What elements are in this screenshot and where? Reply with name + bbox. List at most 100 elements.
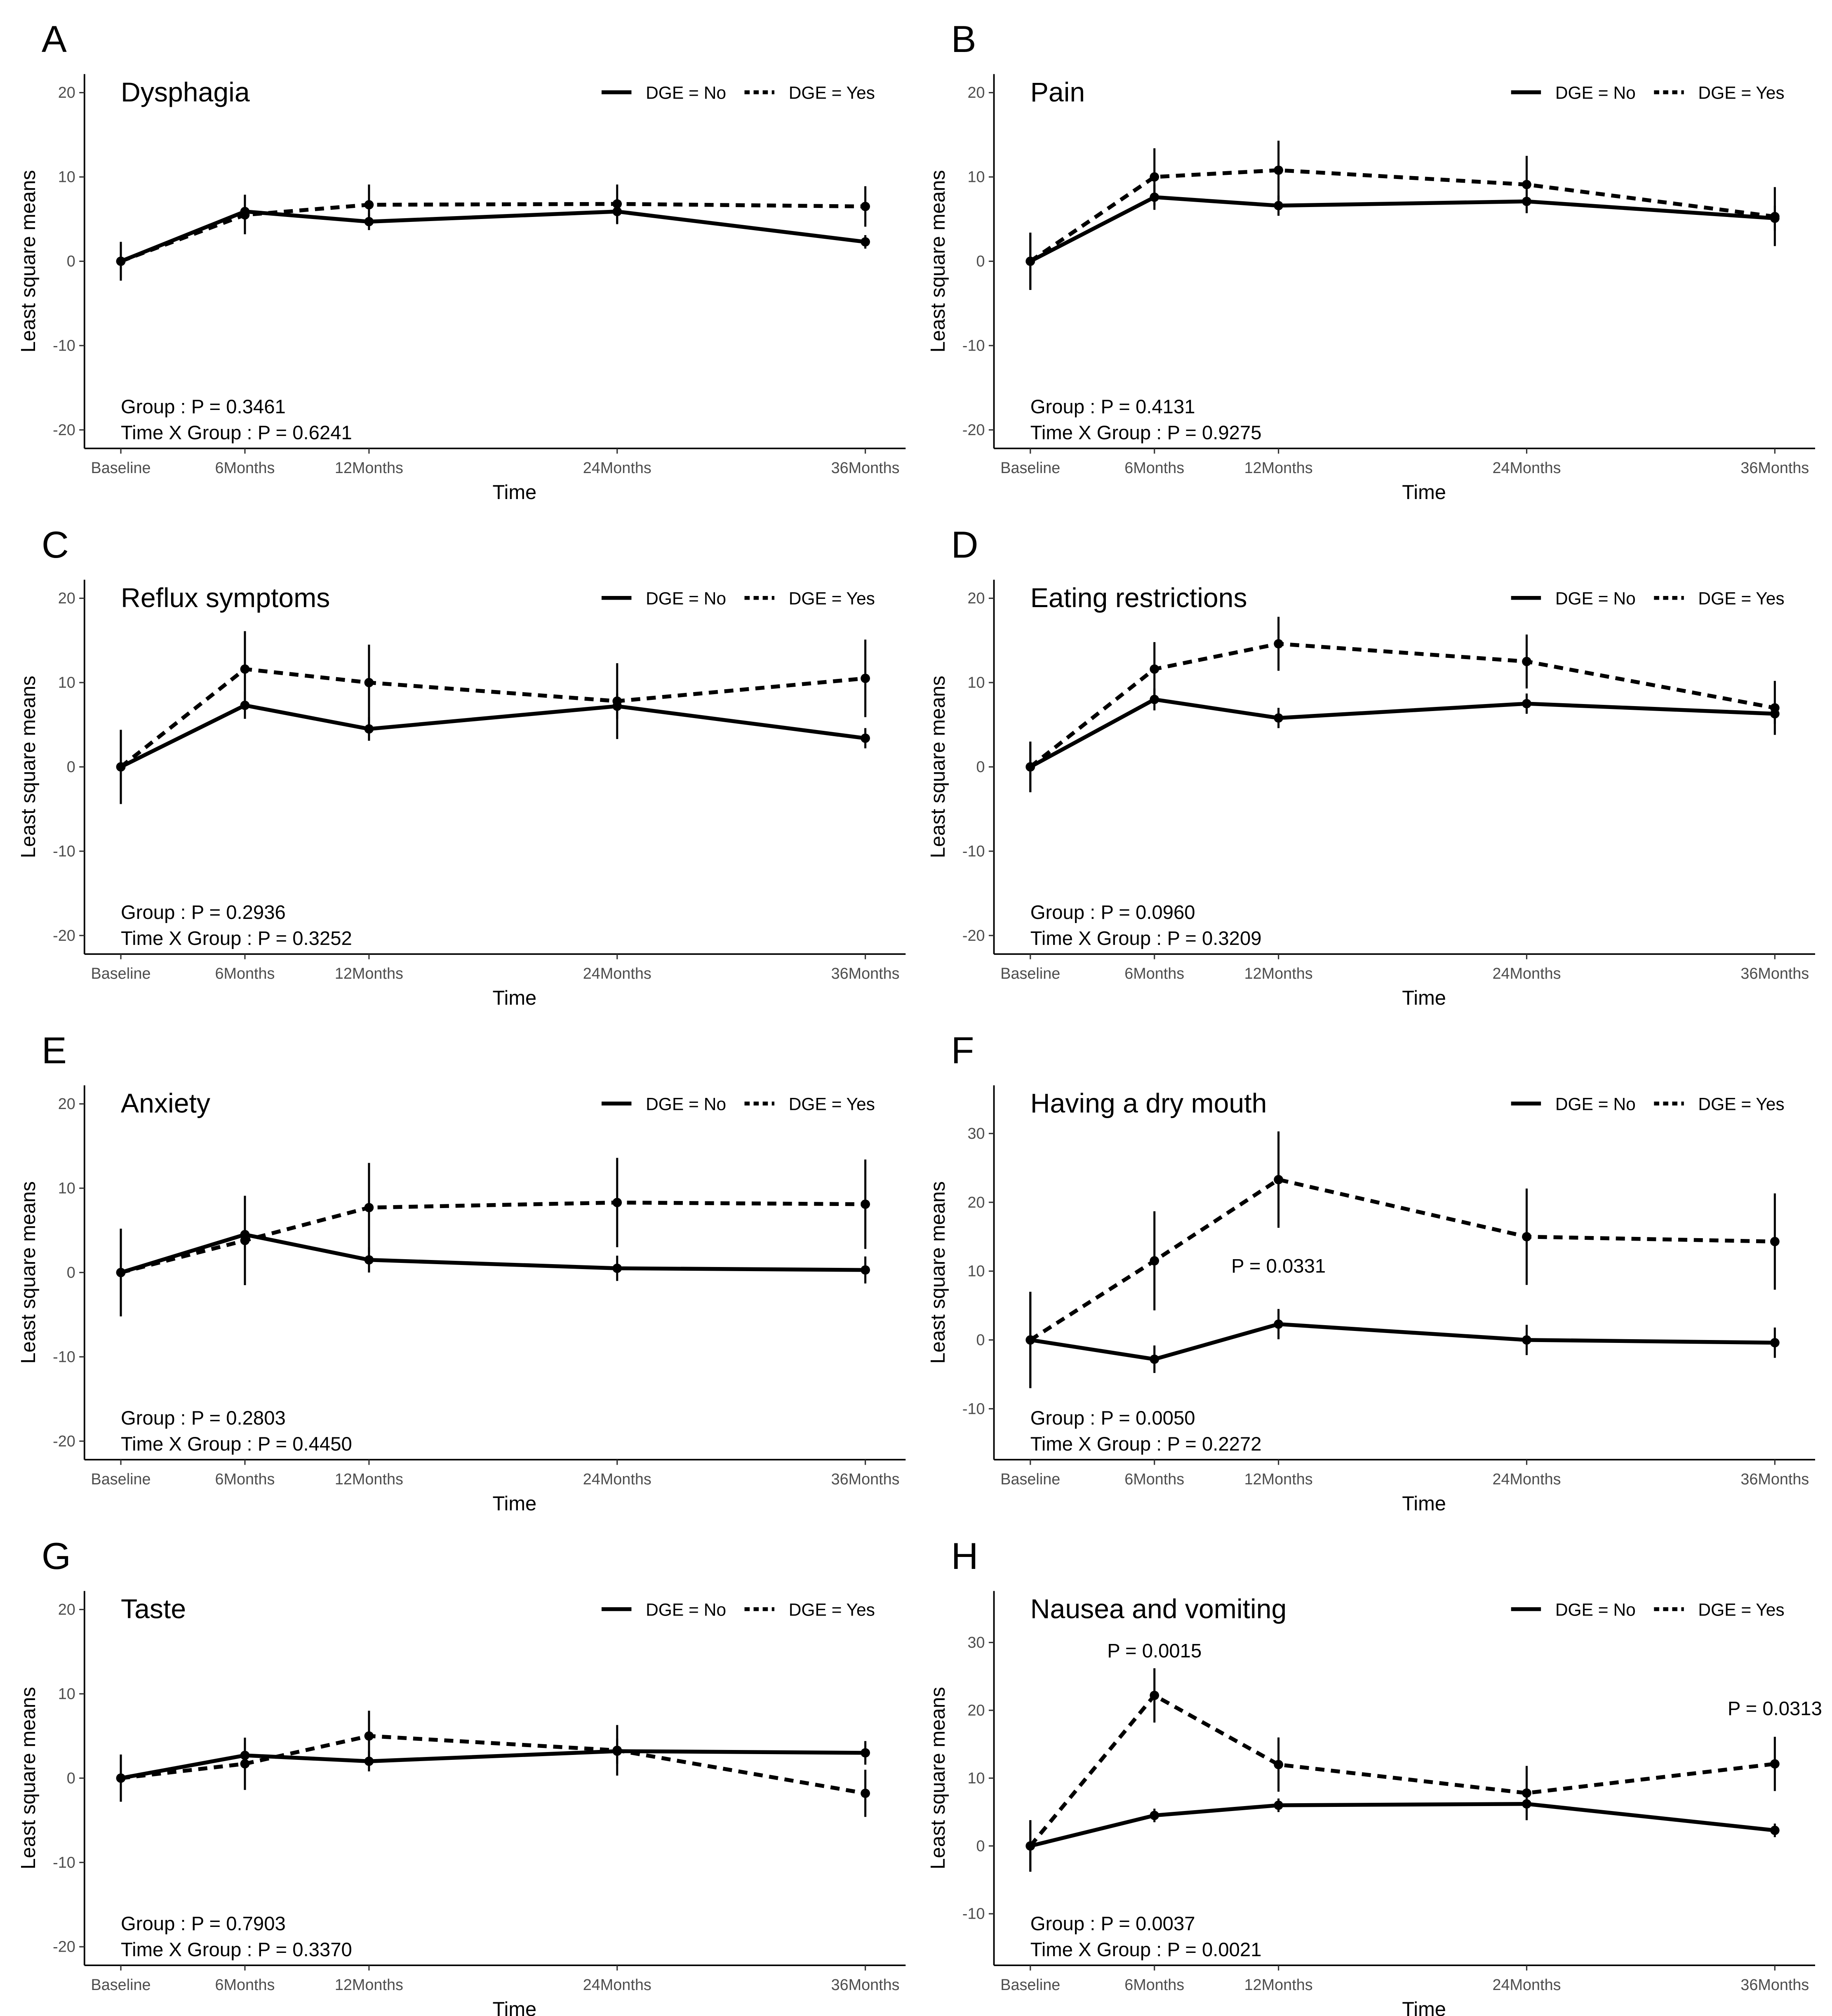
y-tick-label: 20 bbox=[967, 1702, 985, 1719]
data-point bbox=[240, 1759, 250, 1769]
data-point bbox=[612, 696, 622, 706]
x-tick-label: Baseline bbox=[1000, 1976, 1060, 1994]
x-tick-label: 6Months bbox=[215, 965, 275, 982]
legend-label-no: DGE = No bbox=[1555, 589, 1636, 608]
data-point bbox=[861, 202, 870, 211]
x-tick-label: 12Months bbox=[1244, 1976, 1313, 1994]
y-tick-label: 10 bbox=[967, 169, 985, 186]
data-point bbox=[1025, 1841, 1035, 1851]
x-tick-label: 24Months bbox=[1493, 1976, 1561, 1994]
data-point bbox=[240, 664, 250, 674]
data-point bbox=[1025, 1335, 1035, 1345]
data-point bbox=[612, 1198, 622, 1208]
panel-h: H -10 0 10 20 30 Baseline 6Months 12Months 24Mont… bbox=[927, 1535, 1822, 2016]
y-tick-label: -10 bbox=[962, 337, 985, 354]
panel-c: C -20 -10 0 10 20 Baseline 6Months 12Months 24Mon… bbox=[17, 524, 906, 1009]
x-tick-label: 36Months bbox=[831, 1976, 900, 1994]
legend-label-yes: DGE = Yes bbox=[1698, 589, 1784, 608]
x-axis-title: Time bbox=[492, 987, 536, 1009]
y-tick-label: 20 bbox=[967, 1194, 985, 1211]
x-tick-label: Baseline bbox=[91, 1976, 151, 1994]
y-tick-label: 0 bbox=[67, 1264, 75, 1281]
x-tick-label: Baseline bbox=[1000, 965, 1060, 982]
data-point bbox=[1770, 1825, 1780, 1835]
x-tick-label: 12Months bbox=[335, 965, 403, 982]
data-point bbox=[240, 210, 250, 220]
y-tick-label: 0 bbox=[976, 1837, 985, 1855]
data-point bbox=[116, 1267, 126, 1277]
y-tick-label: 10 bbox=[58, 1685, 75, 1703]
stat-text: Group : P = 0.0037 bbox=[1030, 1913, 1195, 1935]
y-tick-label: -10 bbox=[53, 843, 75, 860]
data-point bbox=[1770, 1759, 1780, 1769]
panel-a: A -20 -10 0 10 20 Baseline 6Months 12Months 24Mon… bbox=[17, 18, 906, 504]
p-annotation: P = 0.0015 bbox=[1107, 1640, 1202, 1662]
data-point bbox=[1274, 201, 1283, 210]
data-point bbox=[364, 1203, 374, 1213]
y-axis-title: Least square means bbox=[927, 1181, 949, 1364]
series-line-no bbox=[120, 703, 866, 769]
data-point bbox=[861, 1788, 870, 1798]
panel-letter: A bbox=[42, 18, 67, 60]
data-point bbox=[1770, 212, 1780, 221]
x-tick-label: 24Months bbox=[1493, 459, 1561, 477]
panel-e: E -20 -10 0 10 20 Baseline 6Months 12Months 24Mon… bbox=[17, 1029, 906, 1515]
x-tick-label: 6Months bbox=[215, 459, 275, 477]
p-annotation: P = 0.0313 bbox=[1728, 1698, 1822, 1719]
series-line-yes bbox=[120, 202, 865, 263]
data-point bbox=[1522, 1335, 1531, 1345]
data-point bbox=[1770, 1338, 1780, 1347]
legend-label-yes: DGE = Yes bbox=[789, 1600, 875, 1620]
y-tick-label: 10 bbox=[58, 169, 75, 186]
data-point bbox=[1770, 703, 1780, 713]
y-axis-title: Least square means bbox=[17, 1181, 40, 1364]
y-axis-title: Least square means bbox=[927, 676, 949, 858]
x-tick-label: 24Months bbox=[583, 965, 651, 982]
x-tick-label: Baseline bbox=[91, 1471, 151, 1488]
x-axis-title: Time bbox=[1402, 1493, 1446, 1515]
data-point bbox=[612, 1745, 622, 1755]
panel-title: Anxiety bbox=[121, 1088, 210, 1119]
x-tick-label: 24Months bbox=[583, 1976, 651, 1994]
x-tick-label: 36Months bbox=[831, 1471, 900, 1488]
series-line-no bbox=[120, 210, 866, 263]
data-point bbox=[1522, 699, 1531, 709]
y-tick-label: -10 bbox=[962, 1905, 985, 1923]
y-tick-label: -10 bbox=[53, 1348, 75, 1366]
legend-label-no: DGE = No bbox=[1555, 1094, 1636, 1114]
legend-label-yes: DGE = Yes bbox=[789, 83, 875, 103]
data-point bbox=[1522, 1232, 1531, 1241]
panel-title: Eating restrictions bbox=[1030, 583, 1247, 613]
series-line-yes bbox=[1029, 1178, 1775, 1342]
data-point bbox=[240, 1236, 250, 1245]
y-tick-label: 30 bbox=[967, 1125, 985, 1142]
data-point bbox=[1522, 657, 1531, 667]
series-line-yes bbox=[1029, 1693, 1775, 1847]
x-tick-label: 12Months bbox=[1244, 1471, 1313, 1488]
data-point bbox=[1274, 1175, 1283, 1185]
y-tick-label: 10 bbox=[58, 674, 75, 692]
y-tick-label: 10 bbox=[58, 1180, 75, 1197]
x-tick-label: Baseline bbox=[91, 965, 151, 982]
y-tick-label: 0 bbox=[976, 758, 985, 776]
y-tick-label: -20 bbox=[53, 1433, 75, 1450]
data-point bbox=[1274, 639, 1283, 649]
legend-label-no: DGE = No bbox=[1555, 83, 1636, 103]
x-tick-label: 36Months bbox=[1740, 459, 1809, 477]
y-axis-title: Least square means bbox=[927, 1687, 949, 1869]
y-tick-label: 20 bbox=[58, 1601, 75, 1618]
data-point bbox=[1274, 1319, 1283, 1329]
series-line-no bbox=[1030, 1802, 1775, 1848]
legend-label-yes: DGE = Yes bbox=[789, 1094, 875, 1114]
y-tick-label: 10 bbox=[967, 1770, 985, 1787]
x-tick-label: 12Months bbox=[335, 1471, 403, 1488]
data-point bbox=[1150, 1256, 1159, 1266]
y-tick-label: 30 bbox=[967, 1634, 985, 1651]
y-tick-label: 0 bbox=[976, 1331, 985, 1349]
x-tick-label: 36Months bbox=[831, 459, 900, 477]
data-point bbox=[1150, 1691, 1159, 1700]
data-point bbox=[1274, 1760, 1283, 1769]
data-point bbox=[1025, 257, 1035, 266]
x-tick-label: 6Months bbox=[1124, 1976, 1184, 1994]
x-axis-title: Time bbox=[492, 1998, 536, 2016]
